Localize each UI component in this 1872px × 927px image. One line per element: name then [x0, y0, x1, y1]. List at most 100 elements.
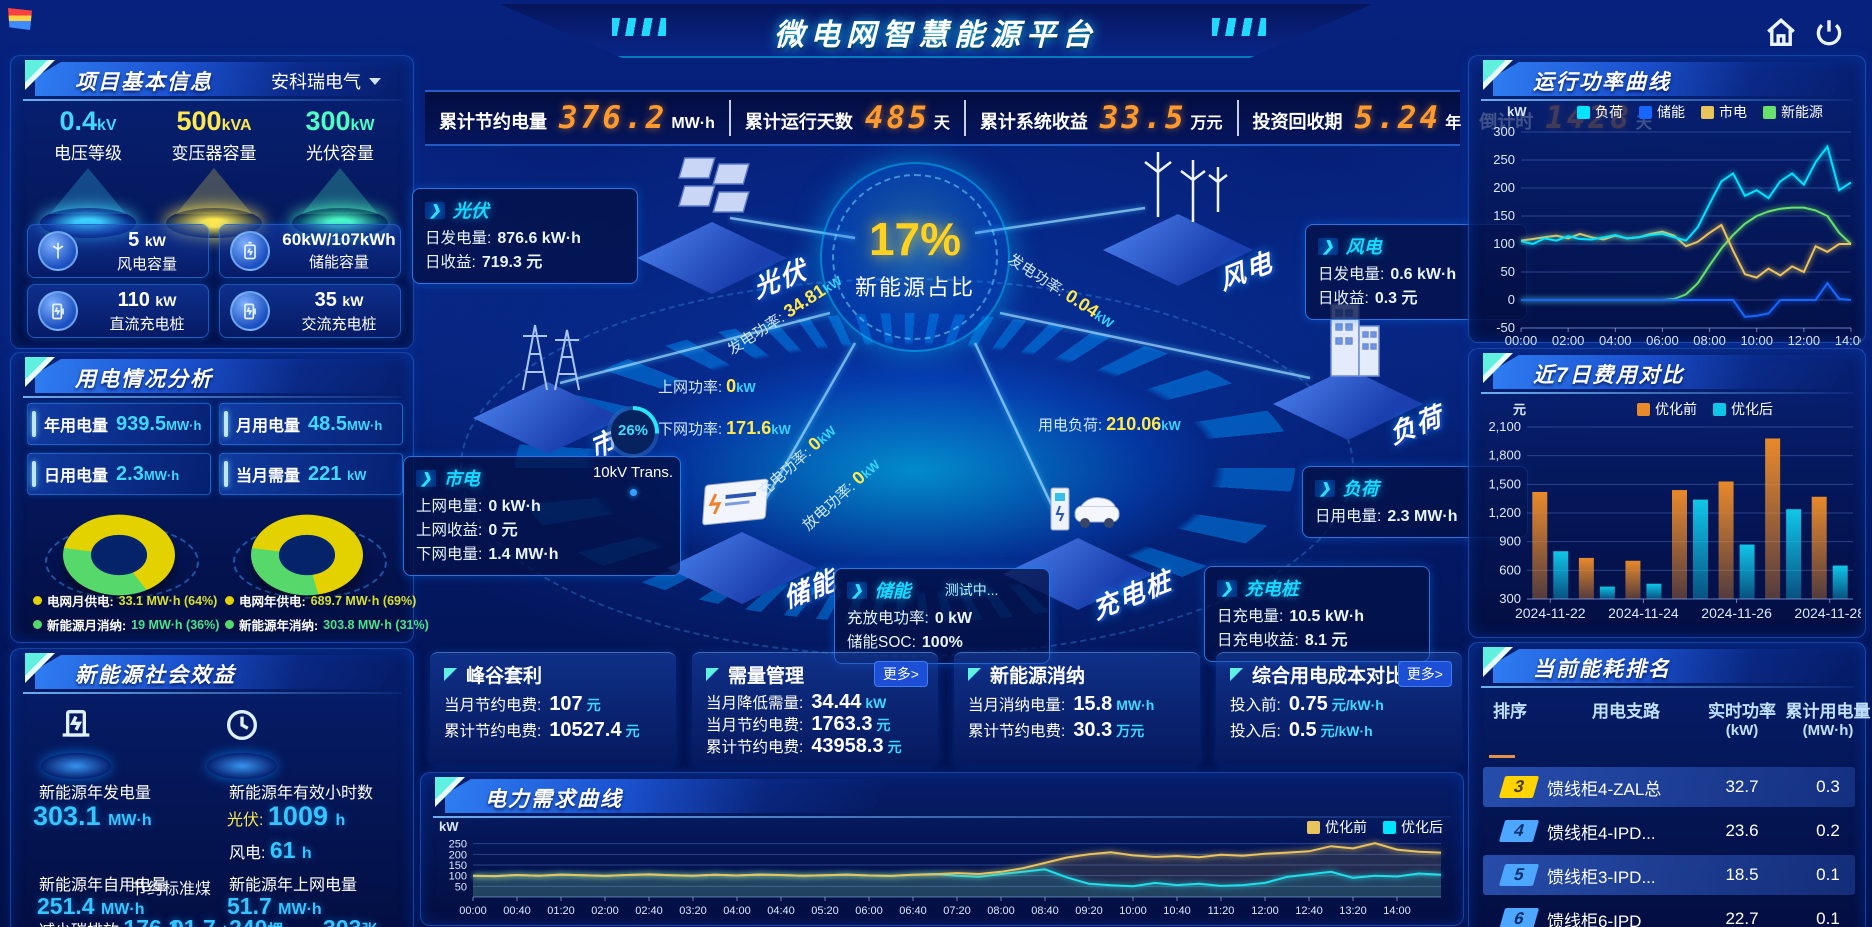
ev-charger-icon — [1050, 487, 1120, 531]
svg-text:200: 200 — [1493, 180, 1515, 195]
card-row: 当月消纳电量: 15.8 MW·h — [968, 693, 1155, 715]
svg-text:06:00: 06:00 — [1646, 333, 1679, 348]
company-select[interactable]: 安科瑞电气 — [271, 68, 381, 94]
solar-panels-icon — [677, 157, 750, 213]
home-icon[interactable] — [1764, 16, 1798, 50]
app-logo — [8, 8, 32, 30]
chart-legend: 优化前 优化后 — [1637, 399, 1773, 419]
svg-text:00:00: 00:00 — [1505, 333, 1538, 348]
node-storage[interactable]: 储能 — [652, 460, 841, 614]
legend-item[interactable]: 优化前 — [1307, 817, 1367, 837]
svg-text:1,800: 1,800 — [1488, 448, 1521, 463]
total-energy-value: 0.2 — [1816, 821, 1840, 840]
chart-legend: 优化前 优化后 — [1307, 817, 1443, 837]
node-load[interactable]: 负荷 — [1258, 296, 1447, 450]
legend-item[interactable]: 新能源 — [1763, 102, 1823, 122]
svg-text:03:20: 03:20 — [679, 905, 707, 917]
power-curve-panel: 运行功率曲线 kW 负荷 储能 市电 新能源 300 250 200 150 100 50 0 -5… — [1468, 55, 1867, 348]
power-icon[interactable] — [1812, 16, 1846, 50]
svg-text:07:20: 07:20 — [943, 905, 971, 917]
battery-container-icon — [702, 478, 769, 526]
cost-chart[interactable]: 300 600 900 1,200 1,500 1,800 2,100 2024-11-22 2… — [1473, 419, 1865, 636]
svg-text:02:00: 02:00 — [1552, 333, 1585, 348]
cost-comparison-card[interactable]: 综合用电成本对比 更多> 投入前: 0.75 元/kW·h 投入后: 0.5 元/kW·… — [1216, 652, 1462, 766]
card-row: 当月节约电费: 107 元 — [444, 693, 601, 715]
ranking-rows: 3 馈线柜4-ZAL总 32.7 0.3 4 馈线柜4-IPD... 23.6 0.2 5 馈线柜… — [1483, 767, 1855, 927]
info-row: 日充电量: 10.5 kW·h — [1217, 608, 1364, 625]
card-title: 峰谷套利 — [466, 666, 543, 687]
panel-title: 运行功率曲线 — [1533, 71, 1671, 94]
legend-item[interactable]: 储能 — [1639, 102, 1685, 122]
hours-pedestal-icon — [203, 701, 281, 779]
svg-text:-50: -50 — [1496, 320, 1515, 335]
svg-text:04:40: 04:40 — [767, 905, 795, 917]
svg-text:100: 100 — [1493, 236, 1515, 251]
monthly-usage-stat: 月用电量 48.5MW·h — [219, 403, 403, 445]
branch-name: 馈线柜4-IPD... — [1547, 823, 1656, 843]
y-axis-unit: kW — [1507, 104, 1527, 119]
info-row: 日收益: 719.3 元 — [425, 254, 543, 271]
peak-valley-card[interactable]: 峰谷套利 当月节约电费: 107 元 累计节约电费: 10527.4 元 — [430, 652, 676, 766]
transformer-load-ring: 26% — [607, 406, 659, 458]
new-energy-consumption-card[interactable]: 新能源消纳 当月消纳电量: 15.8 MW·h 累计节约电费: 30.3 万元 — [954, 652, 1200, 766]
voltage-level-stat: 0.4kV 电压等级 — [25, 106, 151, 238]
legend-newenergy-year: 新能源年消纳: 303.8 MW·h (31%) — [225, 615, 429, 634]
branch-name: 馈线柜4-ZAL总 — [1547, 779, 1662, 799]
panel-title: 新能源社会效益 — [75, 664, 236, 687]
panel-title: 项目基本信息 — [75, 71, 213, 94]
svg-text:2024-11-26: 2024-11-26 — [1701, 605, 1772, 621]
svg-text:13:20: 13:20 — [1339, 905, 1367, 917]
chevron-icon: ❯ — [847, 581, 867, 599]
pv-info-box[interactable]: ❯ 光伏 日发电量: 876.6 kW·h 日收益: 719.3 元 — [412, 188, 638, 284]
kpi-running-days: 累计运行天数 485 天 — [728, 100, 964, 136]
info-row: 日发电量: 876.6 kW·h — [425, 230, 581, 247]
export-value: 51.7 MW·h — [227, 893, 322, 919]
ranking-row[interactable]: 5 馈线柜3-IPD... 18.5 0.1 — [1483, 855, 1855, 895]
demand-chart[interactable]: 50 100 150 200 250 00:00 00:40 01:20 02:00 02:40 0… — [431, 829, 1451, 926]
legend-swatch — [1713, 402, 1726, 416]
charger-info-box[interactable]: ❯ 充电桩 日充电量: 10.5 kW·h 日充电收益: 8.1 元 — [1204, 566, 1430, 662]
demand-management-card[interactable]: 需量管理 更多> 当月降低需量: 34.44 kW 当月节约电费: 1763.3 元 累… — [692, 652, 938, 766]
realtime-power-value: 32.7 — [1725, 777, 1759, 796]
svg-text:00:00: 00:00 — [459, 905, 487, 917]
legend-item[interactable]: 优化后 — [1713, 399, 1773, 419]
svg-text:150: 150 — [1493, 208, 1515, 223]
legend-item[interactable]: 优化前 — [1637, 399, 1697, 419]
transmission-tower-icon — [522, 324, 580, 391]
storage-info-box[interactable]: ❯ 储能 测试中... 充放电功率: 0 kW 储能SOC: 100% — [834, 568, 1050, 664]
legend-label: 优化前 — [1655, 401, 1697, 417]
realtime-power-value: 23.6 — [1725, 821, 1759, 840]
node-wind[interactable]: 风电 — [1088, 142, 1277, 296]
ranking-row[interactable]: 4 馈线柜4-IPD... 23.6 0.2 — [1483, 811, 1855, 851]
node-pv[interactable]: 光伏 — [622, 150, 811, 304]
ac-charger-icon — [230, 291, 270, 331]
ranking-divider — [1489, 755, 1515, 758]
dc-charger-tile: 110 kW 直流充电桩 — [27, 284, 209, 338]
card-row: 累计节约电费: 10527.4 元 — [444, 719, 640, 741]
rank-badge: 4 — [1498, 820, 1540, 842]
legend-swatch — [1763, 105, 1776, 119]
info-row: 上网电量: 0 kW·h — [416, 498, 541, 515]
more-button[interactable]: 更多> — [873, 661, 928, 687]
legend-grid-month: 电网月供电: 33.1 MW·h (64%) — [33, 591, 217, 610]
legend-item[interactable]: 负荷 — [1577, 102, 1623, 122]
title-decoration-left — [612, 18, 666, 36]
svg-text:600: 600 — [1499, 562, 1521, 577]
more-button[interactable]: 更多> — [1397, 661, 1452, 687]
power-chart[interactable]: 300 250 200 150 100 50 0 -50 00:00 02:00 04:00 06:0… — [1473, 120, 1867, 363]
demand-curve-panel: 电力需求曲线 kW 优化前 优化后 50 100 150 200 250 00:00 00:4… — [420, 772, 1464, 926]
ranking-row[interactable]: 3 馈线柜4-ZAL总 32.7 0.3 — [1483, 767, 1855, 807]
legend-item[interactable]: 市电 — [1701, 102, 1747, 122]
svg-text:300: 300 — [1499, 591, 1521, 606]
svg-text:05:20: 05:20 — [811, 905, 839, 917]
title-decoration-right — [1212, 18, 1266, 36]
grid-info-box[interactable]: ❯ 市电 上网电量: 0 kW·h 上网收益: 0 元 下网电量: 1.4 MW·h — [403, 456, 681, 576]
legend-item[interactable]: 优化后 — [1383, 817, 1443, 837]
panel-title: 电力需求曲线 — [485, 788, 623, 811]
card-row: 投入前: 0.75 元/kW·h — [1230, 693, 1384, 715]
legend-label: 优化前 — [1325, 819, 1367, 835]
kpi-system-revenue: 累计系统收益 33.5 万元 — [963, 100, 1237, 136]
ranking-row[interactable]: 6 馈线柜6-IPD 22.7 0.1 — [1483, 899, 1855, 927]
node-grid[interactable]: 市电 — [458, 310, 647, 464]
svg-text:09:20: 09:20 — [1075, 905, 1103, 917]
